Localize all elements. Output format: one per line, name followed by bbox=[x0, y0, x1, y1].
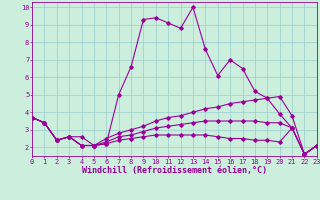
X-axis label: Windchill (Refroidissement éolien,°C): Windchill (Refroidissement éolien,°C) bbox=[82, 166, 267, 175]
